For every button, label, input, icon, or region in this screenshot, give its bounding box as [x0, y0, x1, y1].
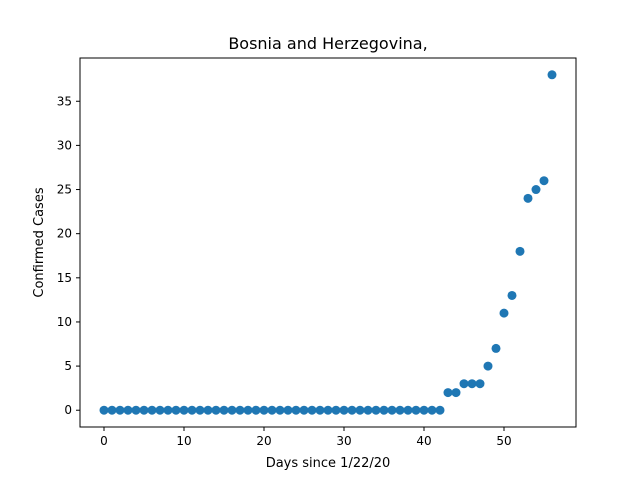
x-tick-label: 30	[336, 434, 351, 448]
x-axis-label: Days since 1/22/20	[266, 456, 391, 471]
data-point	[187, 405, 197, 415]
data-point	[211, 405, 221, 415]
data-point	[451, 388, 461, 398]
data-point	[115, 405, 125, 415]
data-point	[243, 405, 253, 415]
data-point	[547, 70, 557, 80]
data-point	[331, 405, 341, 415]
data-point	[195, 405, 205, 415]
data-point	[275, 405, 285, 415]
data-point	[323, 405, 333, 415]
x-axis: 0 10 20 30 40 50	[100, 427, 512, 448]
data-point	[179, 405, 189, 415]
data-point	[259, 405, 269, 415]
y-tick-label: 10	[57, 315, 72, 329]
data-point	[147, 405, 157, 415]
y-tick-label: 25	[57, 183, 72, 197]
data-point	[131, 405, 141, 415]
x-tick-label: 50	[496, 434, 511, 448]
data-point	[531, 185, 541, 195]
data-point	[235, 405, 245, 415]
data-point	[403, 405, 413, 415]
data-point	[435, 405, 445, 415]
y-axis-label: Confirmed Cases	[32, 187, 47, 297]
data-point	[411, 405, 421, 415]
data-point	[387, 405, 397, 415]
data-point	[227, 405, 237, 415]
chart-title: Bosnia and Herzegovina,	[228, 34, 427, 53]
data-points	[99, 70, 557, 415]
data-point	[499, 308, 509, 318]
data-point	[539, 176, 549, 186]
y-tick-label: 35	[57, 94, 72, 108]
x-tick-label: 40	[416, 434, 431, 448]
y-tick-label: 30	[57, 138, 72, 152]
data-point	[355, 405, 365, 415]
data-point	[475, 379, 485, 389]
plot-area-frame	[79, 57, 577, 428]
data-point	[491, 343, 501, 353]
y-tick-label: 0	[64, 403, 72, 417]
data-point	[363, 405, 373, 415]
data-point	[395, 405, 405, 415]
data-point	[171, 405, 181, 415]
y-tick-label: 5	[64, 359, 72, 373]
data-point	[123, 405, 133, 415]
data-point	[379, 405, 389, 415]
data-point	[251, 405, 261, 415]
data-point	[339, 405, 349, 415]
x-tick-label: 0	[100, 434, 108, 448]
data-point	[523, 193, 533, 203]
data-point	[291, 405, 301, 415]
data-point	[307, 405, 317, 415]
data-point	[347, 405, 357, 415]
y-axis: 0 5 10 15 20 25 30 35	[57, 94, 80, 417]
data-point	[107, 405, 117, 415]
data-point	[155, 405, 165, 415]
data-point	[371, 405, 381, 415]
data-point	[515, 246, 525, 256]
data-point	[427, 405, 437, 415]
x-tick-label: 10	[176, 434, 191, 448]
data-point	[99, 405, 109, 415]
data-point	[283, 405, 293, 415]
data-point	[315, 405, 325, 415]
x-tick-label: 20	[256, 434, 271, 448]
data-point	[459, 379, 469, 389]
data-point	[443, 388, 453, 398]
data-point	[203, 405, 213, 415]
data-point	[219, 405, 229, 415]
data-point	[483, 361, 493, 371]
data-point	[299, 405, 309, 415]
data-point	[507, 290, 517, 300]
data-point	[163, 405, 173, 415]
data-point	[467, 379, 477, 389]
data-point	[139, 405, 149, 415]
y-tick-label: 15	[57, 271, 72, 285]
data-point	[419, 405, 429, 415]
data-point	[267, 405, 277, 415]
y-tick-label: 20	[57, 227, 72, 241]
